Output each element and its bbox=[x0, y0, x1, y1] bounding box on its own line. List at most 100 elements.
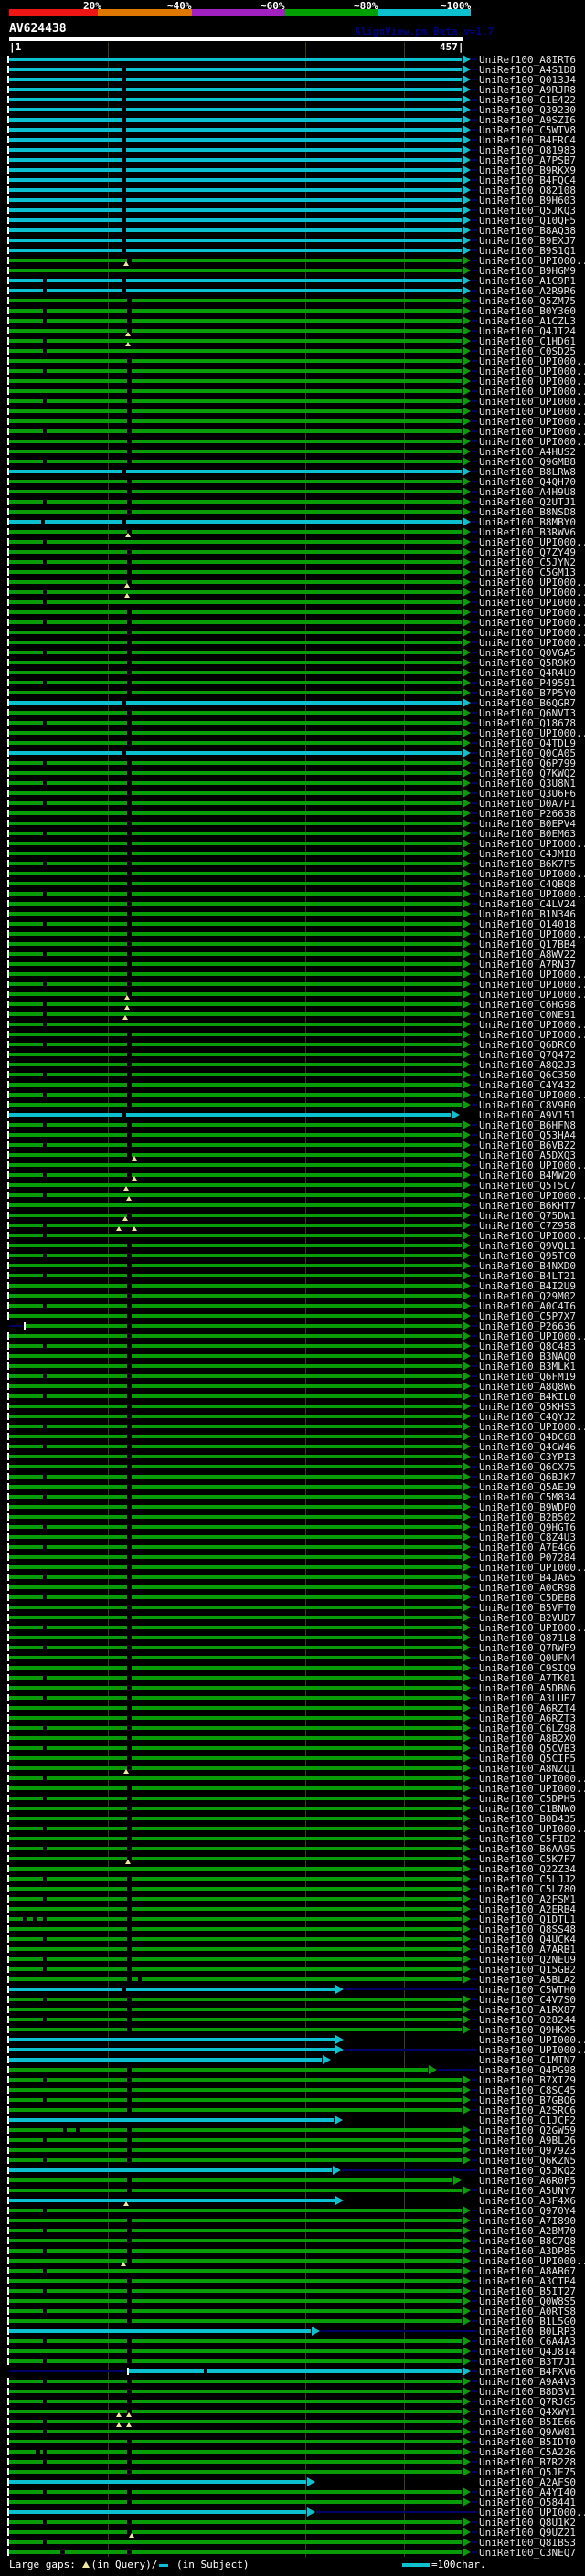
alignment-bar[interactable] bbox=[131, 811, 462, 815]
hit-label[interactable]: UniRef100_A0RTS8 bbox=[479, 2306, 576, 2317]
alignment-bar[interactable] bbox=[47, 1173, 128, 1177]
alignment-bar[interactable] bbox=[9, 379, 128, 383]
hit-label[interactable]: UniRef100_B8NSD8 bbox=[479, 506, 576, 518]
alignment-bar[interactable] bbox=[142, 1977, 462, 1981]
alignment-bar[interactable] bbox=[9, 2098, 43, 2102]
hit-label[interactable]: UniRef100_UPI000.. bbox=[479, 1019, 585, 1031]
alignment-bar[interactable] bbox=[9, 1193, 43, 1197]
hit-label[interactable]: UniRef100_B8C7Q8 bbox=[479, 2235, 576, 2247]
alignment-bar[interactable] bbox=[26, 1324, 128, 1328]
hit-label[interactable]: UniRef100_Q7ZY49 bbox=[479, 546, 576, 558]
alignment-bar[interactable] bbox=[9, 2038, 335, 2041]
alignment-bar[interactable] bbox=[47, 2540, 462, 2544]
alignment-bar[interactable] bbox=[126, 198, 462, 202]
alignment-bar[interactable] bbox=[9, 1364, 128, 1368]
alignment-bar[interactable] bbox=[131, 2400, 462, 2403]
alignment-bar[interactable] bbox=[47, 1726, 128, 1730]
alignment-bar[interactable] bbox=[9, 1606, 128, 1609]
alignment-bar[interactable] bbox=[126, 208, 462, 212]
hit-label[interactable]: UniRef100_B9H603 bbox=[479, 195, 576, 207]
hit-label[interactable]: UniRef100_Q0UFN4 bbox=[479, 1652, 576, 1664]
alignment-bar[interactable] bbox=[131, 902, 462, 906]
alignment-bar[interactable] bbox=[9, 1033, 128, 1036]
hit-label[interactable]: UniRef100_A7E4G6 bbox=[479, 1542, 576, 1553]
alignment-bar[interactable] bbox=[47, 2249, 128, 2253]
alignment-bar[interactable] bbox=[9, 1776, 43, 1780]
alignment-bar[interactable] bbox=[9, 992, 128, 996]
hit-label[interactable]: UniRef100_A5DXQ3 bbox=[479, 1150, 576, 1161]
alignment-bar[interactable] bbox=[9, 701, 122, 705]
alignment-bar[interactable] bbox=[9, 1274, 43, 1277]
hit-label[interactable]: UniRef100_UPI000.. bbox=[479, 1029, 585, 1041]
alignment-bar[interactable] bbox=[131, 862, 462, 865]
hit-label[interactable]: UniRef100_B9EXJ7 bbox=[479, 235, 576, 247]
alignment-bar[interactable] bbox=[47, 1425, 128, 1428]
alignment-bar[interactable] bbox=[131, 2138, 462, 2142]
alignment-bar[interactable] bbox=[131, 2319, 462, 2323]
alignment-bar[interactable] bbox=[126, 148, 462, 152]
hit-label[interactable]: UniRef100_Q6DRC0 bbox=[479, 1039, 576, 1051]
alignment-bar[interactable] bbox=[9, 460, 43, 463]
hit-label[interactable]: UniRef100_UPI000.. bbox=[479, 1773, 585, 1785]
alignment-bar[interactable] bbox=[9, 1988, 122, 1991]
alignment-bar[interactable] bbox=[45, 520, 122, 524]
hit-label[interactable]: UniRef100_UPI000.. bbox=[479, 1190, 585, 1202]
alignment-bar[interactable] bbox=[9, 78, 122, 81]
hit-label[interactable]: UniRef100_B7XIZ9 bbox=[479, 2074, 576, 2086]
alignment-bar[interactable] bbox=[9, 1585, 128, 1589]
alignment-bar[interactable] bbox=[131, 1364, 462, 1368]
alignment-bar[interactable] bbox=[131, 369, 462, 373]
alignment-bar[interactable] bbox=[131, 450, 462, 453]
hit-label[interactable]: UniRef100_Q871L8 bbox=[479, 1632, 576, 1644]
hit-label[interactable]: UniRef100_A3LUE7 bbox=[479, 1692, 576, 1704]
hit-label[interactable]: UniRef100_Q4UCK4 bbox=[479, 1934, 576, 1945]
hit-label[interactable]: UniRef100_B4FXV6 bbox=[479, 2366, 576, 2378]
alignment-bar[interactable] bbox=[131, 2189, 462, 2192]
alignment-bar[interactable] bbox=[9, 409, 128, 413]
alignment-bar[interactable] bbox=[131, 1274, 462, 1277]
alignment-bar[interactable] bbox=[47, 1696, 128, 1700]
hit-label[interactable]: UniRef100_B6QGR7 bbox=[479, 697, 576, 709]
alignment-bar[interactable] bbox=[9, 1374, 43, 1378]
alignment-bar[interactable] bbox=[9, 269, 462, 272]
hit-label[interactable]: UniRef100_UPI000.. bbox=[479, 2044, 585, 2056]
hit-label[interactable]: UniRef100_UPI000.. bbox=[479, 396, 585, 408]
alignment-bar[interactable] bbox=[9, 239, 122, 242]
alignment-bar[interactable] bbox=[47, 2430, 462, 2433]
alignment-bar[interactable] bbox=[9, 2048, 335, 2051]
alignment-bar[interactable] bbox=[47, 2460, 128, 2464]
hit-label[interactable]: UniRef100_B2B502 bbox=[479, 1511, 576, 1523]
alignment-bar[interactable] bbox=[47, 1646, 128, 1649]
hit-label[interactable]: UniRef100_B4KIL0 bbox=[479, 1391, 576, 1403]
hit-label[interactable]: UniRef100_UPI000.. bbox=[479, 627, 585, 639]
alignment-bar[interactable] bbox=[9, 882, 128, 885]
hit-label[interactable]: UniRef100_B8AQ38 bbox=[479, 225, 576, 237]
alignment-bar[interactable] bbox=[131, 1425, 462, 1428]
alignment-bar[interactable] bbox=[131, 2520, 462, 2524]
alignment-bar[interactable] bbox=[9, 279, 43, 282]
alignment-bar[interactable] bbox=[131, 1585, 462, 1589]
alignment-bar[interactable] bbox=[9, 982, 43, 986]
alignment-bar[interactable] bbox=[131, 761, 462, 765]
alignment-bar[interactable] bbox=[131, 409, 462, 413]
alignment-bar[interactable] bbox=[131, 2500, 462, 2504]
alignment-bar[interactable] bbox=[131, 1937, 462, 1941]
alignment-bar[interactable] bbox=[131, 1294, 462, 1298]
hit-label[interactable]: UniRef100_O14018 bbox=[479, 918, 576, 930]
alignment-bar[interactable] bbox=[131, 1173, 462, 1177]
hit-label[interactable]: UniRef100_A9BL26 bbox=[479, 2135, 576, 2147]
alignment-bar[interactable] bbox=[131, 671, 462, 674]
hit-label[interactable]: UniRef100_Q7RJG5 bbox=[479, 2396, 576, 2408]
alignment-bar[interactable] bbox=[131, 379, 462, 383]
alignment-bar[interactable] bbox=[131, 2249, 462, 2253]
alignment-bar[interactable] bbox=[131, 2339, 462, 2343]
alignment-bar[interactable] bbox=[47, 1344, 128, 1348]
alignment-bar[interactable] bbox=[9, 721, 43, 725]
alignment-bar[interactable] bbox=[131, 2410, 462, 2413]
alignment-bar[interactable] bbox=[131, 1656, 462, 1659]
hit-label[interactable]: UniRef100_C4QYJ2 bbox=[479, 1411, 576, 1423]
hit-label[interactable]: UniRef100_A5UNY7 bbox=[479, 2185, 576, 2197]
alignment-bar[interactable] bbox=[9, 339, 43, 343]
alignment-bar[interactable] bbox=[9, 319, 43, 323]
alignment-bar[interactable] bbox=[131, 1887, 462, 1891]
